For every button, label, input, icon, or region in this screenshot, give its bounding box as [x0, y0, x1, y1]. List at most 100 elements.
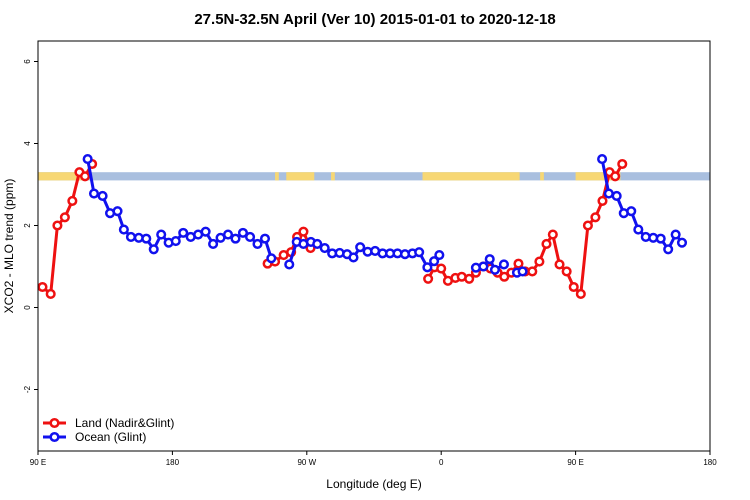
data-point: [617, 158, 628, 170]
data-point: [148, 244, 159, 255]
chart-title: 27.5N-32.5N April (Ver 10) 2015-01-01 to…: [194, 11, 555, 28]
data-point: [59, 212, 70, 223]
data-point: [582, 220, 593, 231]
legend-label: Ocean (Glint): [75, 430, 146, 444]
y-tick-label: 2: [23, 223, 32, 228]
data-point: [610, 171, 621, 182]
data-point: [429, 256, 440, 267]
legend-marker: [49, 431, 60, 443]
data-point: [597, 154, 608, 165]
data-point: [37, 281, 48, 293]
data-point: [484, 254, 495, 265]
data-point: [498, 259, 509, 270]
map-ocean: [38, 172, 710, 181]
data-point: [414, 247, 425, 258]
data-point: [513, 258, 524, 269]
x-tick-label: 0: [439, 458, 444, 467]
data-point: [499, 271, 510, 282]
data-point: [655, 233, 666, 244]
data-point: [436, 263, 447, 274]
data-point: [611, 190, 622, 202]
data-point: [423, 273, 434, 284]
x-axis-label: Longitude (deg E): [326, 477, 421, 491]
data-point: [568, 281, 579, 293]
data-point: [156, 229, 167, 240]
data-point: [266, 253, 277, 264]
data-point: [603, 188, 614, 199]
data-point: [82, 154, 93, 165]
data-point: [355, 242, 366, 253]
data-point: [590, 212, 601, 223]
map-land: [422, 172, 520, 181]
legend-marker: [49, 417, 60, 429]
y-tick-label: 4: [23, 141, 32, 146]
data-point: [348, 252, 359, 263]
data-point: [554, 259, 565, 270]
data-point: [547, 229, 558, 240]
data-point: [663, 244, 674, 255]
data-point: [541, 238, 552, 249]
data-point: [45, 288, 56, 300]
data-point: [517, 266, 528, 277]
data-point: [259, 233, 271, 244]
map-strip: [38, 172, 710, 181]
data-point: [434, 249, 445, 261]
data-point: [112, 206, 123, 217]
data-point: [170, 236, 181, 247]
x-tick-label: 90 E: [567, 458, 583, 467]
data-point: [489, 264, 501, 275]
data-point: [52, 220, 63, 231]
y-tick-label: 6: [23, 59, 32, 64]
map-land: [575, 172, 621, 181]
map-land: [38, 172, 83, 181]
series-line: [41, 163, 94, 296]
data-point: [237, 227, 249, 238]
map-land: [331, 172, 335, 181]
data-point: [141, 233, 152, 244]
data-point: [252, 238, 263, 249]
data-point: [298, 226, 309, 237]
data-point: [230, 233, 241, 244]
y-axis-label: XCO2 - MLO trend (ppm): [2, 179, 16, 314]
data-point: [575, 288, 586, 300]
x-tick-label: 180: [703, 458, 717, 467]
y-tick-label: 0: [23, 305, 32, 310]
map-land: [275, 172, 279, 181]
data-point: [178, 227, 189, 238]
data-point: [670, 229, 681, 240]
data-point: [597, 195, 608, 206]
x-tick-label: 180: [166, 458, 180, 467]
data-point: [464, 273, 475, 284]
data-point: [422, 262, 433, 273]
data-point: [67, 195, 78, 206]
data-point: [284, 259, 295, 270]
data-point: [208, 238, 219, 249]
y-axis: -2 0 2 4 6: [23, 59, 38, 393]
data-point: [319, 243, 330, 254]
plot-frame: [37, 40, 711, 452]
data-point: [88, 188, 100, 199]
data-point: [222, 229, 234, 240]
data-point: [97, 190, 108, 202]
x-tick-label: 90 E: [30, 458, 46, 467]
data-point: [626, 206, 637, 217]
data-point: [561, 266, 572, 277]
series-ocean-glint: [82, 154, 688, 278]
legend-label: Land (Nadir&Glint): [75, 416, 174, 430]
data-point: [527, 266, 538, 277]
data-point: [633, 224, 644, 235]
data-point: [534, 256, 545, 267]
x-axis: 90 E 180 90 W 0 90 E 180: [30, 451, 717, 467]
data-point: [478, 261, 489, 272]
legend: Land (Nadir&Glint)Ocean (Glint): [43, 416, 174, 444]
y-tick-label: -2: [23, 385, 32, 393]
x-tick-label: 90 W: [297, 458, 316, 467]
data-point: [312, 238, 323, 249]
map-land: [286, 172, 315, 181]
data-point: [125, 231, 137, 243]
series-layer: [37, 154, 688, 300]
data-point: [200, 226, 211, 237]
data-point: [245, 231, 256, 243]
data-point: [79, 171, 91, 182]
